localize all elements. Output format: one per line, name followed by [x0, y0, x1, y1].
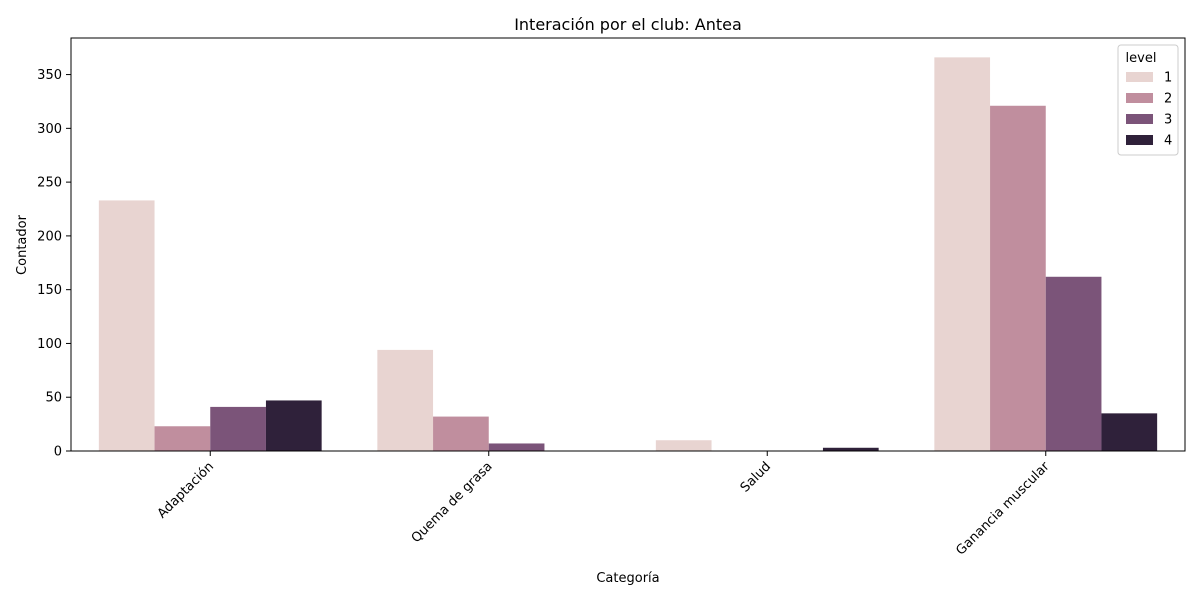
bar-3-level-1 [934, 57, 991, 452]
legend-label: 2 [1164, 92, 1172, 107]
y-axis: 0 50 100 150 200 250 300 350 [37, 68, 71, 460]
y-axis-label: Contador [15, 214, 30, 275]
y-tick-label: 350 [37, 68, 62, 83]
legend-swatch [1126, 114, 1153, 124]
bar-1-level-2 [433, 416, 489, 451]
legend-swatch [1126, 93, 1153, 103]
y-tick-label: 150 [37, 283, 62, 298]
bar-2-level-1 [655, 440, 712, 451]
bar-0-level-3 [210, 406, 266, 451]
x-tick-label: Salud [738, 459, 774, 495]
bars-group [98, 57, 1158, 452]
y-tick-label: 0 [54, 445, 62, 460]
legend-items: 1 2 3 4 [1126, 71, 1172, 149]
y-tick-label: 300 [37, 122, 62, 137]
bar-3-level-4 [1101, 413, 1158, 451]
x-axis: Adaptación Quema de grasa Salud Ganancia mu… [155, 451, 1053, 558]
legend-title: level [1126, 51, 1157, 66]
bar-1-level-3 [488, 443, 545, 451]
y-tick-label: 100 [37, 337, 62, 352]
bar-3-level-2 [990, 105, 1046, 451]
legend-swatch [1126, 72, 1153, 82]
chart-title: Interación por el club: Antea [514, 15, 742, 34]
legend-label: 4 [1164, 134, 1172, 149]
plot-frame [70, 37, 1186, 452]
y-tick-label: 250 [37, 176, 62, 191]
bar-2-level-4 [822, 447, 879, 451]
x-tick-label: Ganancia muscular [953, 459, 1053, 559]
x-tick-label: Quema de grasa [409, 459, 496, 546]
legend: level 1 2 3 4 [1117, 44, 1179, 156]
bar-0-level-2 [154, 426, 211, 451]
x-tick-label: Adaptación [155, 459, 217, 521]
legend-label: 1 [1164, 71, 1172, 86]
legend-swatch [1126, 135, 1153, 145]
y-tick-label: 50 [45, 391, 62, 406]
legend-label: 3 [1164, 113, 1172, 128]
bar-1-level-1 [377, 349, 434, 451]
y-tick-label: 200 [37, 229, 62, 244]
bar-0-level-4 [265, 400, 322, 451]
x-axis-label: Categoría [596, 571, 659, 586]
bar-3-level-3 [1045, 276, 1102, 451]
bar-0-level-1 [98, 200, 155, 451]
